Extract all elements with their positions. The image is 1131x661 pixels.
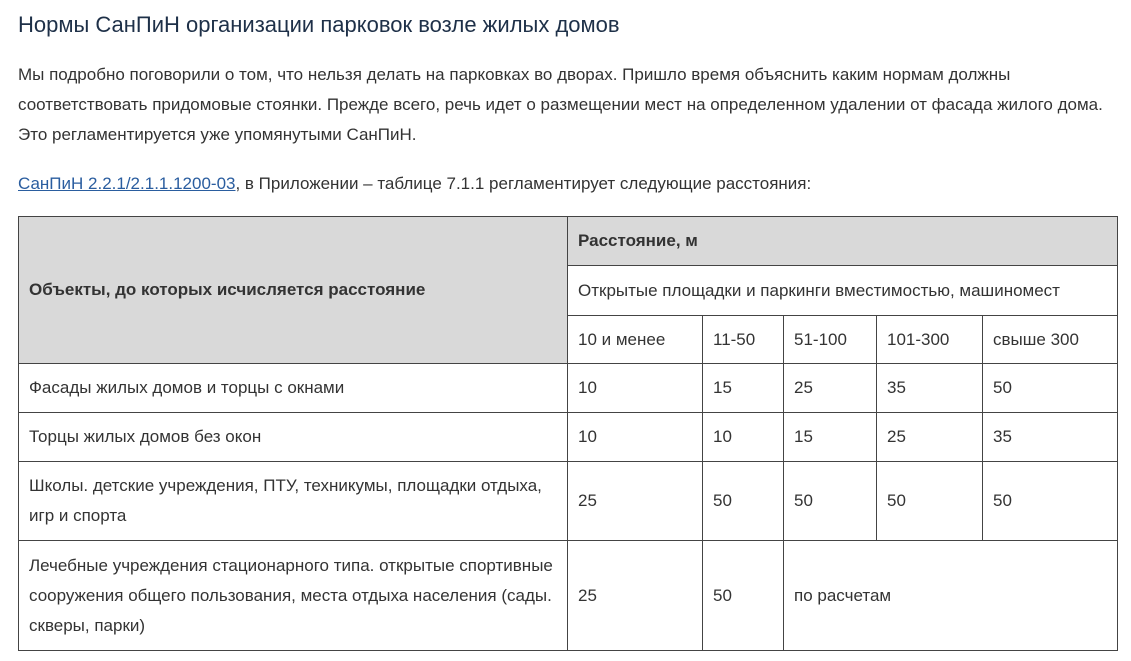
value-cell: 35 [876, 363, 983, 413]
value-cell: 50 [702, 540, 784, 651]
source-link[interactable]: СанПиН 2.2.1/2.1.1.1200-03 [18, 174, 236, 193]
column-header: 11-50 [702, 315, 784, 364]
header-row: 10 и менее 11-50 51-100 101-300 свыше 300 [19, 315, 1118, 364]
column-header: 51-100 [783, 315, 877, 364]
value-cell: 25 [567, 540, 703, 651]
source-text: , в Приложении – таблице 7.1.1 регламент… [235, 174, 812, 193]
column-header: 10 и менее [567, 315, 703, 364]
objects-header: Объекты, до которых исчисляется расстоян… [18, 216, 568, 364]
column-header: свыше 300 [982, 315, 1118, 364]
value-cell: 10 [702, 412, 784, 462]
distance-table: Объекты, до которых исчисляется расстоян… [18, 216, 1118, 651]
value-cell: 50 [982, 363, 1118, 413]
source-paragraph: СанПиН 2.2.1/2.1.1.1200-03, в Приложении… [18, 169, 1118, 199]
object-cell: Школы. детские учреждения, ПТУ, техникум… [18, 461, 568, 541]
value-cell: по расчетам [783, 540, 1118, 651]
object-cell: Фасады жилых домов и торцы с окнами [18, 363, 568, 413]
group-header: Открытые площадки и паркинги вместимость… [567, 265, 1118, 316]
value-cell: 50 [783, 461, 877, 541]
table-row: Фасады жилых домов и торцы с окнами 10 15 2… [18, 363, 1118, 413]
value-cell: 10 [567, 412, 703, 462]
value-cell: 50 [876, 461, 983, 541]
column-header: 101-300 [876, 315, 983, 364]
value-cell: 25 [567, 461, 703, 541]
value-cell: 10 [567, 363, 703, 413]
value-cell: 15 [702, 363, 784, 413]
value-cell: 35 [982, 412, 1118, 462]
heading: Нормы СанПиН организации парковок возле … [18, 12, 620, 37]
distance-header: Расстояние, м [567, 216, 1118, 266]
value-cell: 15 [783, 412, 877, 462]
table-body: Объекты, до которых исчисляется расстоян… [18, 216, 1118, 651]
value-cell: 50 [982, 461, 1118, 541]
table-row: Торцы жилых домов без окон 10 10 15 25 35 [18, 412, 1118, 462]
header-row: Открытые площадки и паркинги вместимость… [19, 265, 1118, 316]
object-cell: Торцы жилых домов без окон [18, 412, 568, 462]
table-row: Лечебные учреждения стационарного типа. … [18, 540, 1118, 651]
header-row: Объекты, до которых исчисляется расстоян… [18, 216, 1118, 364]
value-cell: 50 [702, 461, 784, 541]
value-cell: 25 [876, 412, 983, 462]
table-row: Школы. детские учреждения, ПТУ, техникум… [18, 461, 1118, 541]
object-cell: Лечебные учреждения стационарного типа. … [18, 540, 568, 651]
intro-paragraph: Мы подробно поговорили о том, что нельзя… [18, 65, 1103, 144]
value-cell: 25 [783, 363, 877, 413]
